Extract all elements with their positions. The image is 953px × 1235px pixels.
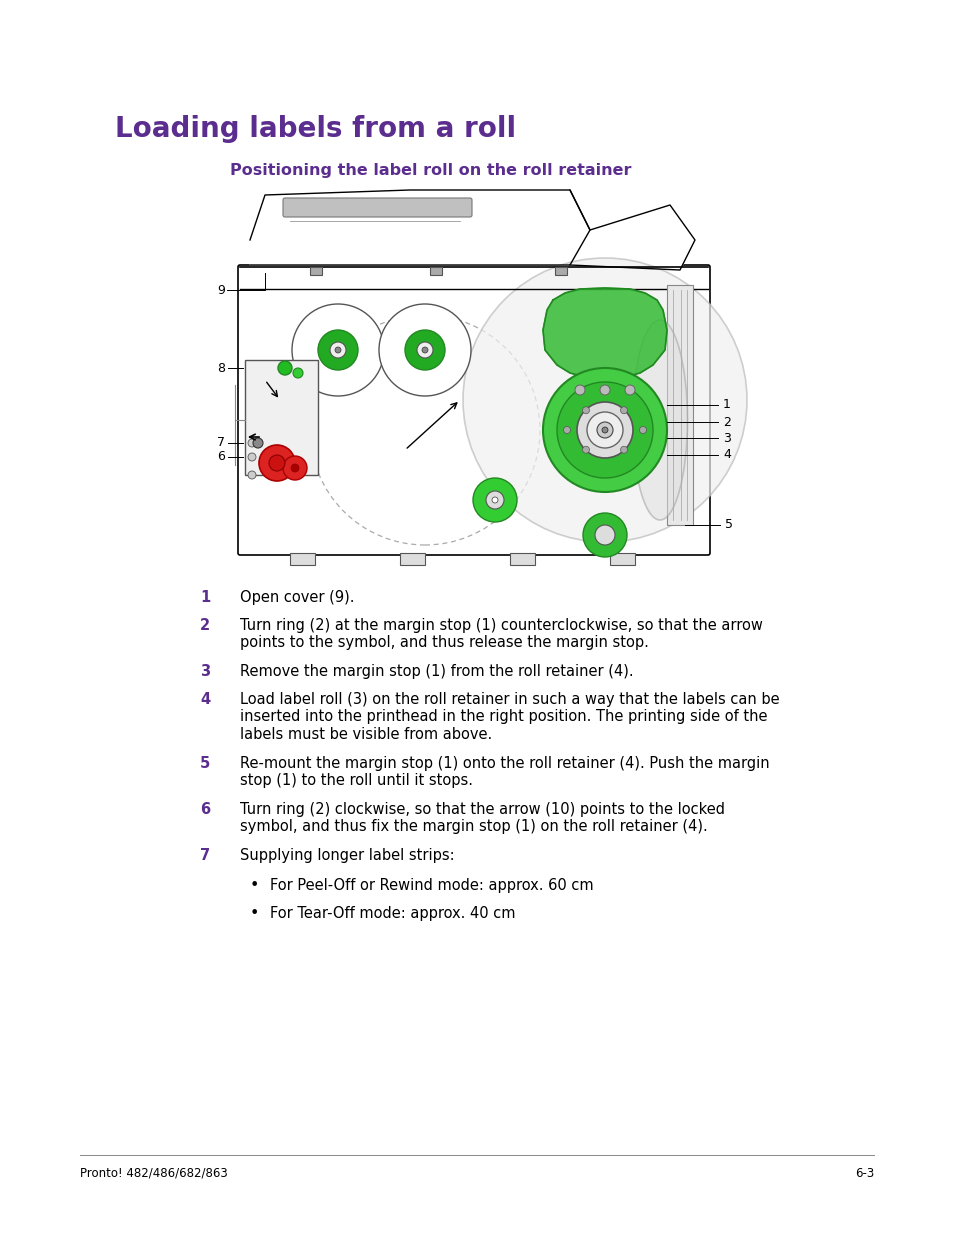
Circle shape — [330, 342, 346, 358]
Text: 4: 4 — [200, 692, 210, 706]
Circle shape — [269, 454, 285, 471]
Polygon shape — [250, 190, 589, 266]
Text: 2: 2 — [200, 618, 210, 634]
Circle shape — [582, 406, 589, 414]
Bar — [510, 553, 535, 564]
Polygon shape — [569, 190, 695, 270]
Text: Remove the margin stop (1) from the roll retainer (4).: Remove the margin stop (1) from the roll… — [240, 664, 633, 679]
Circle shape — [473, 478, 517, 522]
Text: Open cover (9).: Open cover (9). — [240, 590, 355, 605]
Text: Turn ring (2) at the margin stop (1) counterclockwise, so that the arrow
points : Turn ring (2) at the margin stop (1) cou… — [240, 618, 762, 651]
Circle shape — [317, 330, 357, 370]
Bar — [666, 285, 692, 525]
Bar — [310, 267, 322, 275]
Circle shape — [291, 464, 298, 472]
Circle shape — [582, 446, 589, 453]
Circle shape — [619, 406, 627, 414]
Text: 6-3: 6-3 — [854, 1167, 873, 1179]
Circle shape — [253, 438, 263, 448]
Text: For Tear-Off mode: approx. 40 cm: For Tear-Off mode: approx. 40 cm — [270, 906, 515, 921]
Circle shape — [293, 368, 303, 378]
Text: 1: 1 — [200, 590, 210, 605]
Text: 5: 5 — [724, 519, 732, 531]
Text: •: • — [250, 906, 259, 921]
Circle shape — [248, 453, 255, 461]
Text: 4: 4 — [722, 448, 730, 462]
Text: 3: 3 — [200, 664, 210, 679]
Text: Turn ring (2) clockwise, so that the arrow (10) points to the locked
symbol, and: Turn ring (2) clockwise, so that the arr… — [240, 802, 724, 835]
Ellipse shape — [632, 320, 687, 520]
Text: Re-mount the margin stop (1) onto the roll retainer (4). Push the margin
stop (1: Re-mount the margin stop (1) onto the ro… — [240, 756, 769, 788]
Bar — [245, 359, 317, 475]
Text: 6: 6 — [217, 451, 225, 463]
Circle shape — [248, 438, 255, 447]
Circle shape — [619, 446, 627, 453]
Circle shape — [283, 456, 307, 480]
Text: 3: 3 — [722, 431, 730, 445]
Circle shape — [405, 330, 444, 370]
Circle shape — [462, 258, 746, 542]
Circle shape — [485, 492, 503, 509]
Text: 5: 5 — [200, 756, 210, 771]
Bar — [609, 553, 635, 564]
Bar — [430, 267, 441, 275]
Circle shape — [575, 385, 584, 395]
Circle shape — [599, 385, 609, 395]
Circle shape — [416, 342, 433, 358]
Text: Supplying longer label strips:: Supplying longer label strips: — [240, 848, 455, 863]
Text: 6: 6 — [200, 802, 210, 818]
Circle shape — [601, 427, 607, 433]
Circle shape — [597, 422, 613, 438]
FancyBboxPatch shape — [237, 266, 709, 555]
Text: 7: 7 — [216, 436, 225, 450]
Text: •: • — [250, 878, 259, 893]
Circle shape — [335, 347, 340, 353]
Text: 1: 1 — [722, 399, 730, 411]
Circle shape — [277, 361, 292, 375]
Text: Positioning the label roll on the roll retainer: Positioning the label roll on the roll r… — [230, 163, 631, 178]
Circle shape — [292, 304, 384, 396]
Circle shape — [586, 412, 622, 448]
Bar — [555, 267, 566, 275]
Text: Loading labels from a roll: Loading labels from a roll — [115, 115, 516, 143]
Circle shape — [557, 382, 652, 478]
Text: 7: 7 — [200, 848, 210, 863]
Circle shape — [624, 385, 635, 395]
Text: 8: 8 — [216, 362, 225, 374]
Circle shape — [421, 347, 428, 353]
Circle shape — [248, 471, 255, 479]
Text: 9: 9 — [217, 284, 225, 296]
Text: Load label roll (3) on the roll retainer in such a way that the labels can be
in: Load label roll (3) on the roll retainer… — [240, 692, 779, 742]
Bar — [399, 553, 424, 564]
Circle shape — [639, 426, 646, 433]
Circle shape — [595, 525, 615, 545]
Circle shape — [492, 496, 497, 503]
Circle shape — [258, 445, 294, 480]
Text: 2: 2 — [722, 415, 730, 429]
Text: Pronto! 482/486/682/863: Pronto! 482/486/682/863 — [80, 1167, 228, 1179]
Circle shape — [582, 513, 626, 557]
FancyBboxPatch shape — [283, 198, 472, 217]
Circle shape — [378, 304, 471, 396]
Polygon shape — [542, 288, 666, 378]
Circle shape — [577, 403, 633, 458]
Circle shape — [542, 368, 666, 492]
Text: For Peel-Off or Rewind mode: approx. 60 cm: For Peel-Off or Rewind mode: approx. 60 … — [270, 878, 593, 893]
Circle shape — [563, 426, 570, 433]
Bar — [290, 553, 314, 564]
